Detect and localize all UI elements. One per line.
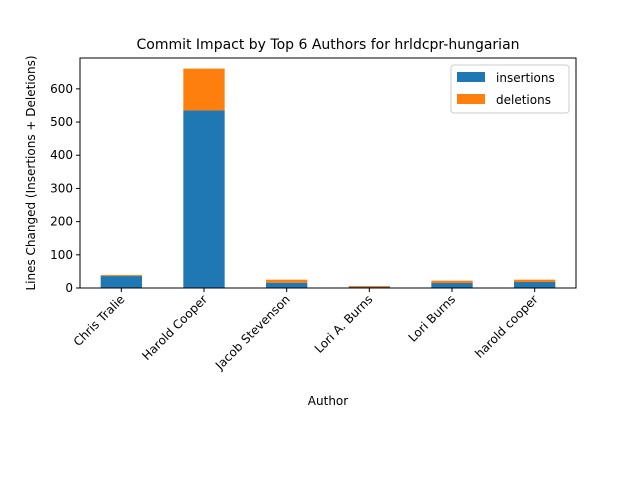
bars-layer bbox=[100, 68, 556, 288]
legend-label-insertions: insertions bbox=[496, 71, 555, 85]
bar-deletions-4 bbox=[431, 280, 473, 284]
bar-deletions-3 bbox=[348, 286, 390, 288]
plot-frame bbox=[79, 57, 577, 289]
x-axis-label: Author bbox=[308, 394, 348, 408]
y-tick-label-2: 200 bbox=[50, 215, 73, 229]
y-tick-label-0: 0 bbox=[65, 281, 73, 295]
bar-insertions-1 bbox=[183, 110, 225, 288]
y-axis-label: Lines Changed (Insertions + Deletions) bbox=[24, 55, 38, 290]
bar-insertions-4 bbox=[431, 283, 473, 288]
legend: insertions deletions bbox=[450, 64, 570, 114]
legend-swatch-insertions bbox=[457, 72, 485, 82]
bar-insertions-2 bbox=[266, 282, 308, 288]
chart-title: Commit Impact by Top 6 Authors for hrldc… bbox=[136, 37, 519, 53]
y-tick-label-1: 100 bbox=[50, 248, 73, 262]
y-axis: 0 100 200 300 400 500 600 bbox=[50, 82, 80, 295]
bar-deletions-1 bbox=[183, 68, 225, 111]
bar-insertions-0 bbox=[100, 276, 142, 288]
bar-insertions-5 bbox=[514, 282, 556, 288]
y-tick-label-6: 600 bbox=[50, 82, 73, 96]
y-tick-label-3: 300 bbox=[50, 181, 73, 195]
bar-deletions-2 bbox=[266, 279, 308, 283]
bar-deletions-5 bbox=[514, 279, 556, 283]
y-tick-label-4: 400 bbox=[50, 148, 73, 162]
legend-swatch-deletions bbox=[457, 94, 485, 104]
y-tick-label-5: 500 bbox=[50, 115, 73, 129]
bar-deletions-0 bbox=[100, 275, 142, 277]
legend-label-deletions: deletions bbox=[496, 93, 551, 107]
